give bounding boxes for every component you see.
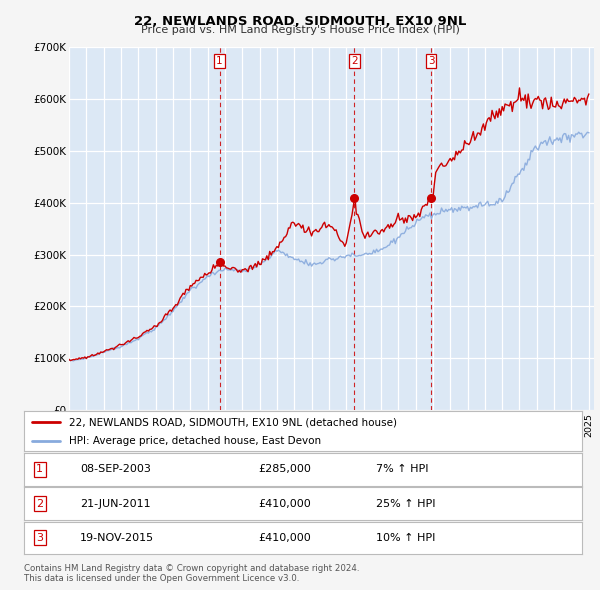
Text: Price paid vs. HM Land Registry's House Price Index (HPI): Price paid vs. HM Land Registry's House … xyxy=(140,25,460,35)
Text: £410,000: £410,000 xyxy=(259,533,311,543)
Text: 25% ↑ HPI: 25% ↑ HPI xyxy=(376,499,435,509)
Text: HPI: Average price, detached house, East Devon: HPI: Average price, detached house, East… xyxy=(68,437,321,446)
Text: £285,000: £285,000 xyxy=(259,464,311,474)
Text: 2: 2 xyxy=(36,499,43,509)
Text: 22, NEWLANDS ROAD, SIDMOUTH, EX10 9NL (detached house): 22, NEWLANDS ROAD, SIDMOUTH, EX10 9NL (d… xyxy=(68,418,397,428)
Text: 22, NEWLANDS ROAD, SIDMOUTH, EX10 9NL: 22, NEWLANDS ROAD, SIDMOUTH, EX10 9NL xyxy=(134,15,466,28)
Text: 7% ↑ HPI: 7% ↑ HPI xyxy=(376,464,428,474)
Text: 1: 1 xyxy=(36,464,43,474)
Text: 08-SEP-2003: 08-SEP-2003 xyxy=(80,464,151,474)
Text: 3: 3 xyxy=(428,56,434,66)
Text: 21-JUN-2011: 21-JUN-2011 xyxy=(80,499,151,509)
Text: 19-NOV-2015: 19-NOV-2015 xyxy=(80,533,154,543)
Text: 1: 1 xyxy=(216,56,223,66)
Text: Contains HM Land Registry data © Crown copyright and database right 2024.
This d: Contains HM Land Registry data © Crown c… xyxy=(24,563,359,583)
Text: 10% ↑ HPI: 10% ↑ HPI xyxy=(376,533,435,543)
Text: 3: 3 xyxy=(36,533,43,543)
Text: £410,000: £410,000 xyxy=(259,499,311,509)
Text: 2: 2 xyxy=(351,56,358,66)
